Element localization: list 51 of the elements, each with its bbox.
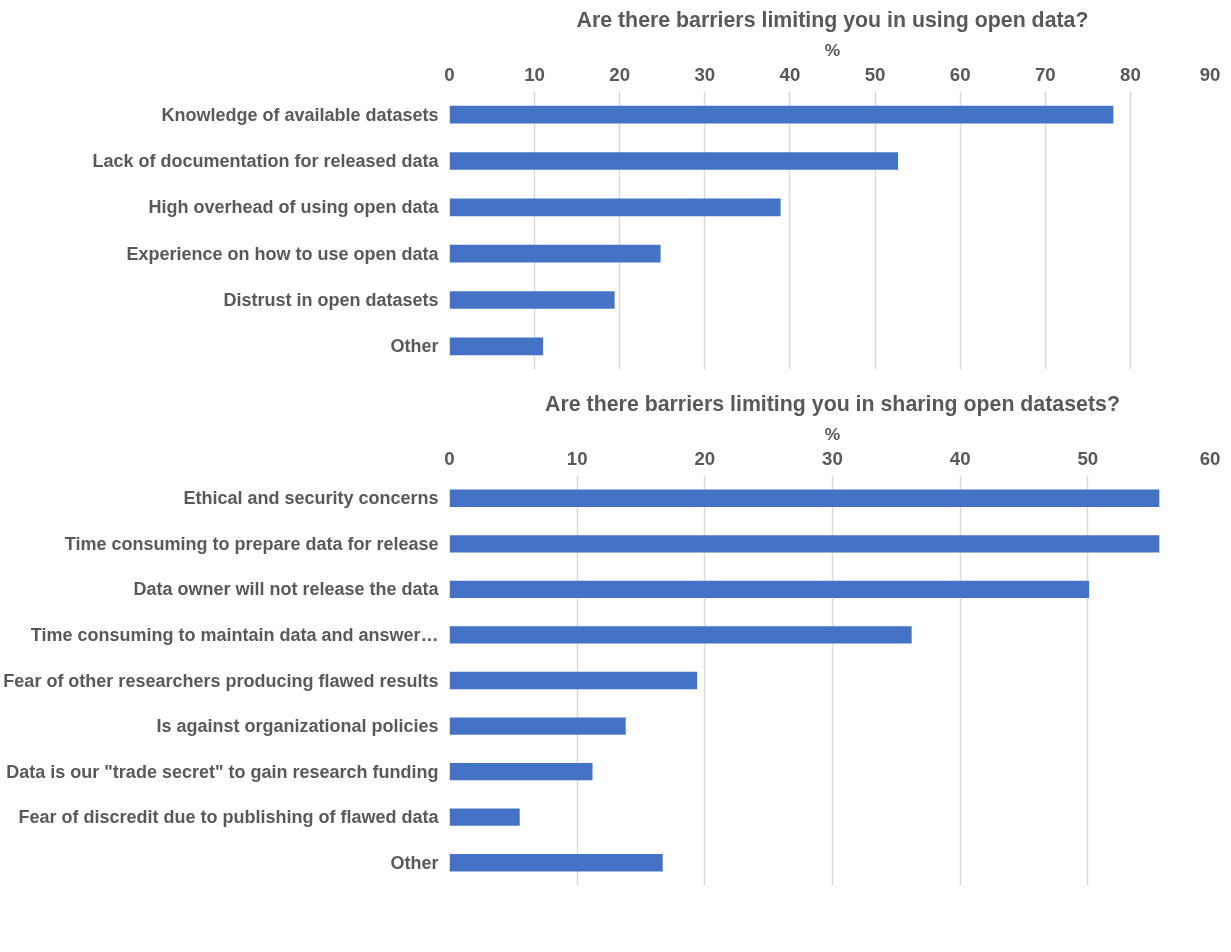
x-tick-label: 10 bbox=[524, 63, 545, 85]
y-tick-label: Fear of other researchers producing flawed results bbox=[3, 670, 439, 691]
bar bbox=[449, 762, 593, 781]
bar bbox=[449, 152, 899, 170]
bar bbox=[449, 535, 1160, 553]
x-tick-label: 30 bbox=[822, 447, 843, 469]
y-tick-label: Data owner will not release the data bbox=[133, 579, 440, 600]
bar bbox=[449, 198, 781, 217]
y-tick-label: High overhead of using open data bbox=[148, 197, 440, 218]
y-tick-label: Fear of discredit due to publishing of flawed data bbox=[18, 807, 440, 828]
x-tick-label: 30 bbox=[694, 63, 716, 85]
x-tick-label: 50 bbox=[1077, 447, 1099, 469]
chart-title: Are there barriers limiting you in sharing open datasets? bbox=[545, 391, 1120, 416]
x-tick-label: 40 bbox=[779, 63, 801, 85]
bar bbox=[449, 580, 1090, 599]
y-tick-label: Is against organizational policies bbox=[156, 716, 439, 737]
bar bbox=[449, 105, 1114, 124]
x-tick-label: 60 bbox=[949, 63, 971, 85]
x-tick-label: 40 bbox=[949, 447, 971, 469]
y-tick-label: Other bbox=[390, 336, 439, 357]
x-tick-label: 10 bbox=[566, 447, 588, 469]
x-tick-label: 20 bbox=[609, 63, 631, 85]
x-axis-title: % bbox=[824, 39, 841, 60]
chart-title: Are there barriers limiting you in using open data? bbox=[576, 7, 1089, 32]
x-tick-label: 60 bbox=[1199, 447, 1221, 469]
y-tick-label: Experience on how to use open data bbox=[126, 243, 440, 264]
bar bbox=[449, 291, 615, 309]
x-axis-title: % bbox=[824, 423, 841, 444]
bar bbox=[449, 337, 544, 356]
x-tick-label: 0 bbox=[444, 447, 455, 469]
bar bbox=[449, 244, 661, 263]
bar bbox=[449, 717, 626, 735]
y-tick-label: Data is our "trade secret" to gain research funding bbox=[6, 761, 439, 782]
x-tick-label: 20 bbox=[694, 447, 716, 469]
x-tick-label: 70 bbox=[1034, 63, 1056, 85]
y-tick-label: Time consuming to prepare data for release bbox=[64, 533, 439, 554]
y-tick-label: Distrust in open datasets bbox=[223, 290, 439, 310]
bar bbox=[449, 808, 520, 826]
bar bbox=[449, 854, 663, 872]
x-tick-label: 50 bbox=[864, 63, 886, 85]
bar bbox=[449, 489, 1160, 507]
y-tick-label: Knowledge of available datasets bbox=[161, 104, 439, 125]
y-tick-label: Lack of documentation for released data bbox=[92, 151, 440, 171]
bar bbox=[449, 671, 698, 690]
y-tick-label: Time consuming to maintain data and answer… bbox=[30, 624, 439, 645]
y-tick-label: Other bbox=[390, 852, 439, 873]
y-tick-label: Ethical and security concerns bbox=[183, 488, 439, 509]
bar bbox=[449, 626, 912, 644]
x-tick-label: 90 bbox=[1199, 63, 1221, 85]
x-tick-label: 80 bbox=[1120, 63, 1141, 85]
x-tick-label: 0 bbox=[444, 63, 455, 85]
